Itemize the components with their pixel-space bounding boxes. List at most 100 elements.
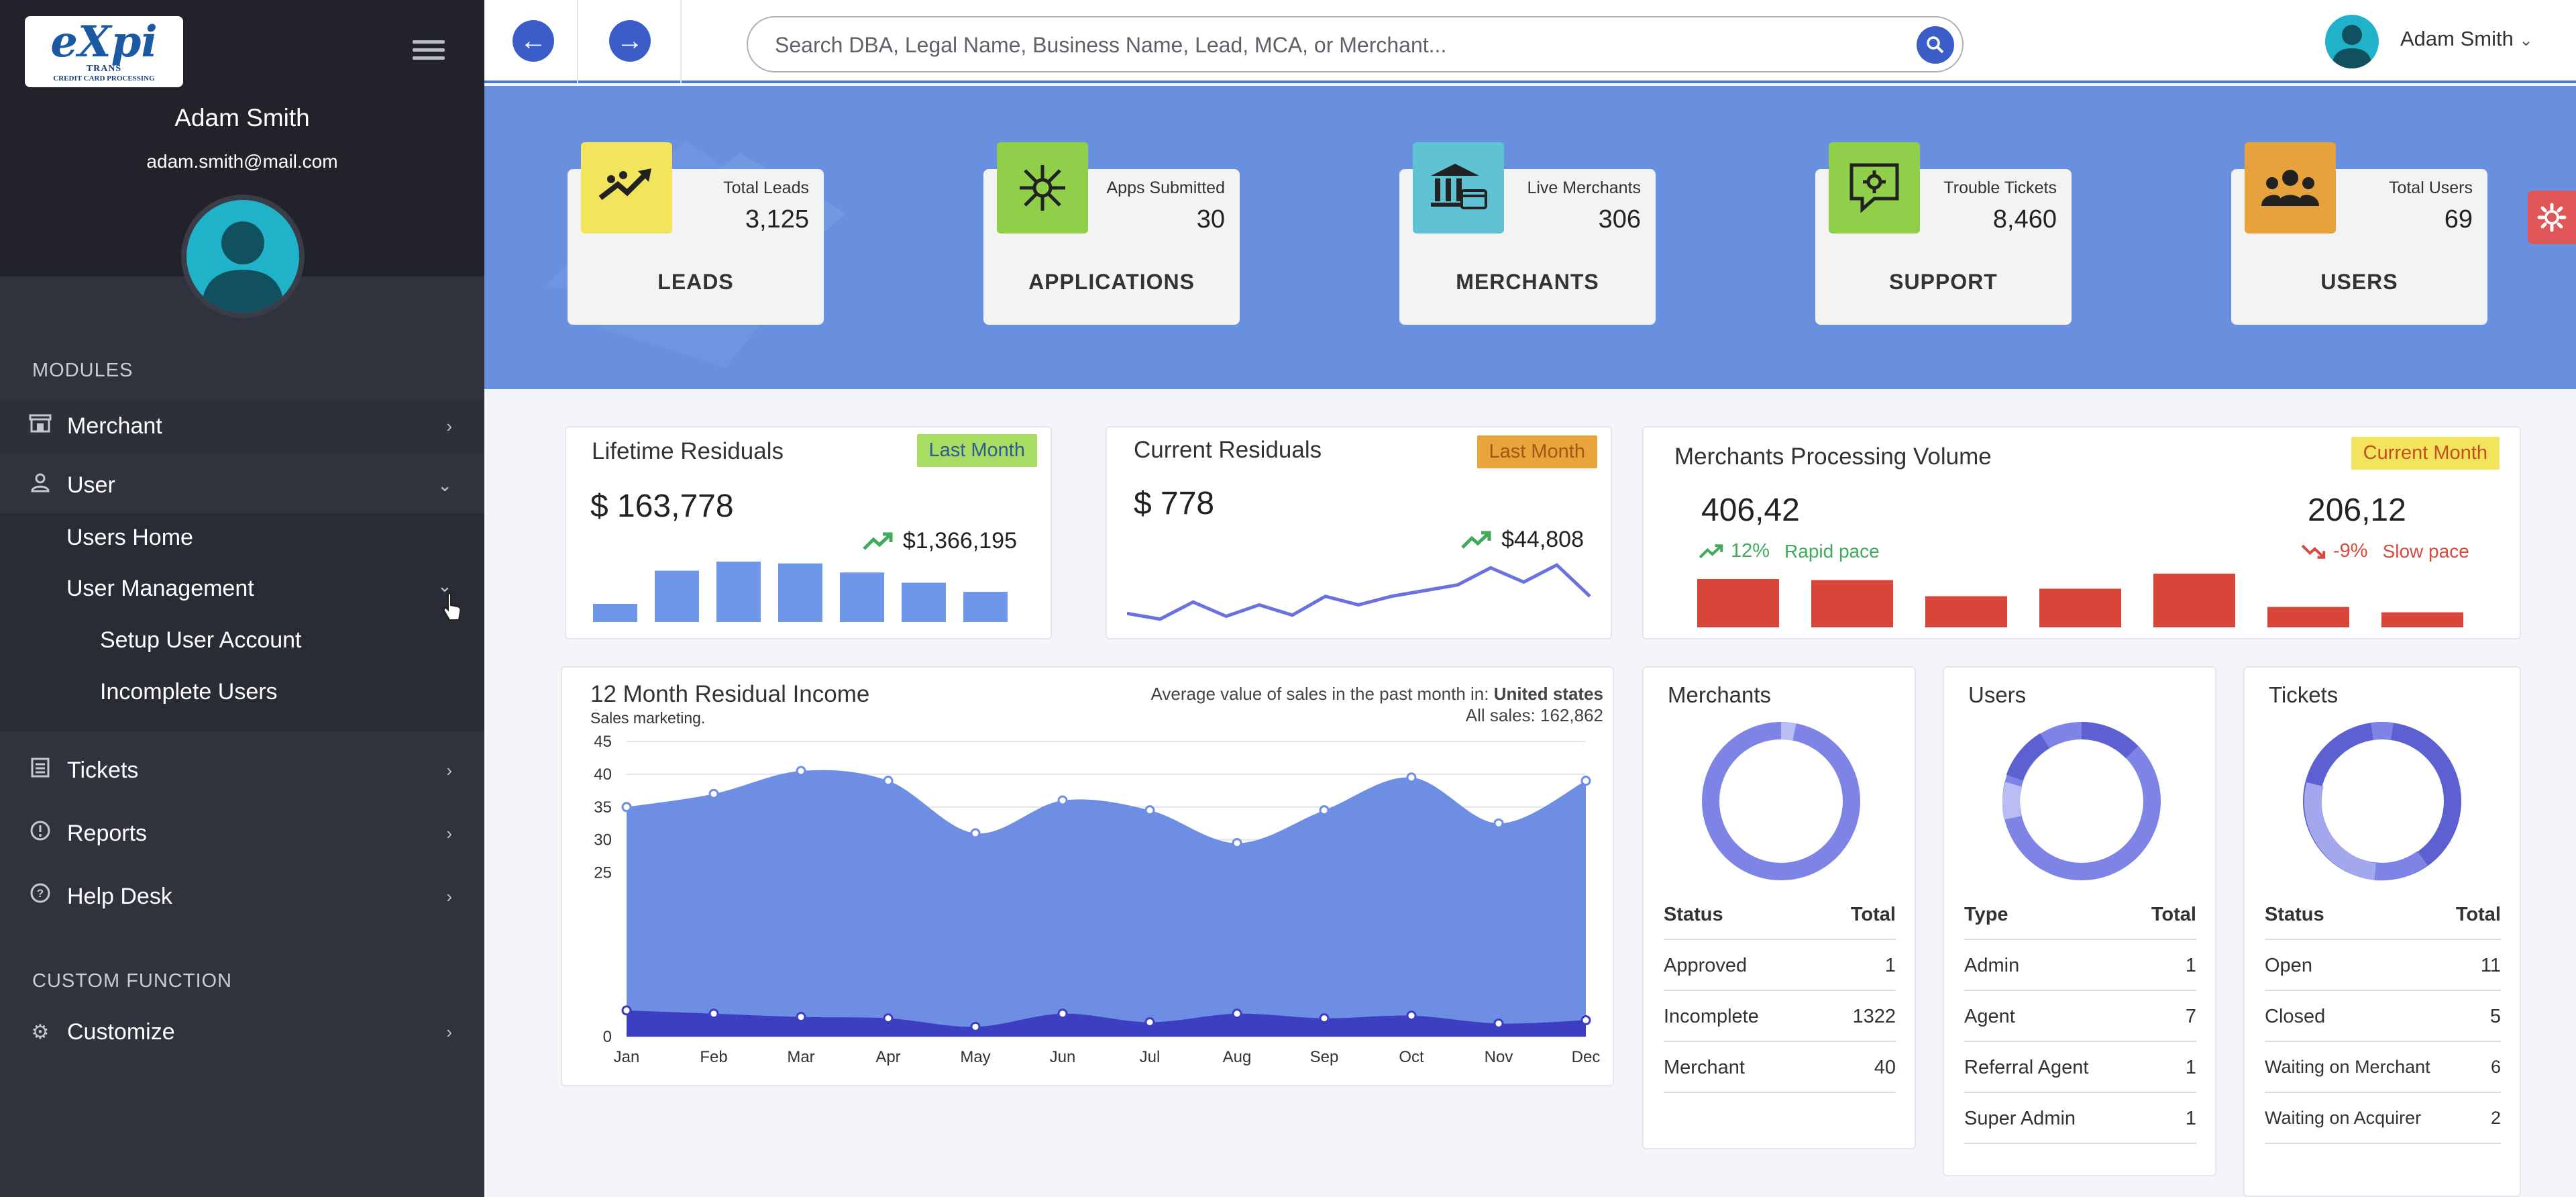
volume-bar [1811, 580, 1893, 627]
chevron-down-icon[interactable]: ⌄ [437, 576, 452, 596]
x-tick-label: Apr [875, 1048, 900, 1066]
data-point[interactable] [1319, 1013, 1330, 1024]
table-row[interactable]: Open 11 [2265, 940, 2501, 991]
data-point[interactable] [796, 1012, 806, 1023]
data-point[interactable] [1319, 805, 1330, 816]
submenu-user-management[interactable]: User Management [66, 576, 254, 601]
trend-value: $44,808 [1501, 527, 1584, 552]
data-point[interactable] [708, 1008, 719, 1019]
column-header: Status [2265, 904, 2324, 925]
stat-value: 3,125 [745, 205, 809, 233]
brand-logo[interactable]: eXpi TRANS CREDIT CARD PROCESSING [25, 16, 183, 87]
period-badge[interactable]: Last Month [1477, 435, 1597, 468]
period-badge[interactable]: Current Month [2351, 437, 2500, 470]
data-point[interactable] [883, 776, 894, 786]
logo-subtext: TRANS [86, 64, 122, 74]
data-point[interactable] [970, 828, 981, 839]
card-title: Lifetime Residuals [592, 438, 784, 464]
sidebar-item-label: Tickets [67, 757, 139, 783]
row-value: 1 [2185, 1108, 2196, 1129]
table-row[interactable]: Incomplete 1322 [1664, 991, 1896, 1042]
table-row[interactable]: Super Admin 1 [1964, 1093, 2196, 1144]
chevron-down-icon: ⌄ [2519, 32, 2533, 50]
table-header: Status Total [2265, 889, 2501, 940]
sidebar-item-reports[interactable]: Reports › [0, 806, 484, 860]
search-input[interactable] [775, 30, 1875, 60]
column-header: Status [1664, 904, 1723, 925]
data-point[interactable] [1232, 838, 1242, 849]
data-point[interactable] [1406, 1010, 1417, 1021]
table-row[interactable]: Approved 1 [1664, 940, 1896, 991]
current-value: $ 778 [1134, 486, 1215, 521]
table-row[interactable]: Admin 1 [1964, 940, 2196, 991]
current-series-line [1127, 562, 1591, 621]
data-point[interactable] [621, 802, 632, 813]
table-row[interactable]: Closed 5 [2265, 991, 2501, 1042]
users-donut-chart[interactable] [1998, 717, 2165, 885]
table-row[interactable]: Waiting on Merchant 6 [2265, 1042, 2501, 1093]
logo-text: eXpi [50, 17, 158, 67]
data-point[interactable] [1057, 795, 1068, 806]
chevron-right-icon: › [446, 760, 452, 780]
forward-arrow-icon[interactable]: → [609, 20, 651, 62]
sidebar-item-customize[interactable]: ⚙ Customize › [0, 1005, 484, 1059]
stat-label: Live Merchants [1527, 178, 1641, 197]
period-badge[interactable]: Last Month [916, 434, 1037, 467]
data-point[interactable] [1144, 805, 1155, 816]
settings-gear-icon[interactable] [2528, 191, 2576, 244]
avatar[interactable] [2325, 15, 2379, 68]
section-custom-function: CUSTOM FUNCTION [32, 970, 233, 992]
table-row[interactable]: Referral Agent 1 [1964, 1042, 2196, 1093]
chart-subtitle: Sales marketing. [590, 709, 706, 727]
avatar[interactable] [181, 195, 305, 318]
submenu-incomplete-users[interactable]: Incomplete Users [100, 679, 278, 705]
row-label: Closed [2265, 1006, 2326, 1027]
data-point[interactable] [1493, 818, 1504, 829]
merchants-card: Merchants Status Total Approved 1 Incomple… [1642, 666, 1916, 1149]
table-row[interactable]: Merchant 40 [1664, 1042, 1896, 1093]
table-row[interactable]: Agent 7 [1964, 991, 2196, 1042]
search-icon[interactable] [1917, 26, 1954, 64]
data-point[interactable] [796, 766, 806, 776]
svg-text:?: ? [37, 887, 44, 900]
sidebar-item-help-desk[interactable]: ? Help Desk › [0, 870, 484, 923]
data-point[interactable] [970, 1021, 981, 1032]
submenu-users-home[interactable]: Users Home [66, 525, 193, 550]
user-menu[interactable]: Adam Smith ⌄ [2400, 27, 2533, 51]
data-point[interactable] [883, 1013, 894, 1024]
table-row[interactable]: Waiting on Acquirer 2 [2265, 1093, 2501, 1144]
row-value: 40 [1874, 1057, 1896, 1078]
user-icon [27, 472, 54, 498]
data-point[interactable] [1580, 776, 1591, 786]
chart-note: Average value of sales in the past month… [1151, 684, 1603, 705]
data-point[interactable] [1144, 1017, 1155, 1027]
merchants-donut-chart[interactable] [1697, 717, 1865, 885]
data-point[interactable] [1406, 772, 1417, 783]
data-point[interactable] [621, 1005, 632, 1016]
current-residuals-card: Current Residuals Last Month $ 778 $44,8… [1106, 426, 1612, 639]
tickets-donut-chart[interactable] [2298, 717, 2466, 885]
y-tick-label: 30 [594, 831, 612, 849]
submenu-setup-user-account[interactable]: Setup User Account [100, 627, 302, 653]
column-header: Total [2455, 904, 2501, 925]
trend-value: $1,366,195 [902, 528, 1017, 554]
data-point[interactable] [1493, 1018, 1504, 1029]
row-label: Approved [1664, 955, 1748, 976]
data-point[interactable] [708, 788, 719, 799]
column-header: Total [1850, 904, 1896, 925]
menu-toggle-icon[interactable] [413, 40, 445, 63]
lifetime-bar [716, 562, 761, 622]
sidebar-item-tickets[interactable]: Tickets › [0, 743, 484, 797]
back-arrow-icon[interactable]: ← [513, 20, 554, 62]
alert-icon [27, 820, 54, 847]
data-point[interactable] [1057, 1008, 1068, 1019]
data-point[interactable] [1580, 1015, 1591, 1026]
data-point[interactable] [1232, 1008, 1242, 1019]
volume-bar [2267, 607, 2349, 627]
row-value: 6 [2490, 1057, 2501, 1077]
volume-right-trend: -9% Slow pace [2301, 540, 2469, 562]
sidebar-item-user[interactable]: User ⌄ [0, 458, 484, 512]
row-value: 1 [2185, 955, 2196, 976]
table-header: Type Total [1964, 889, 2196, 940]
sidebar-item-merchant[interactable]: Merchant › [0, 399, 484, 453]
